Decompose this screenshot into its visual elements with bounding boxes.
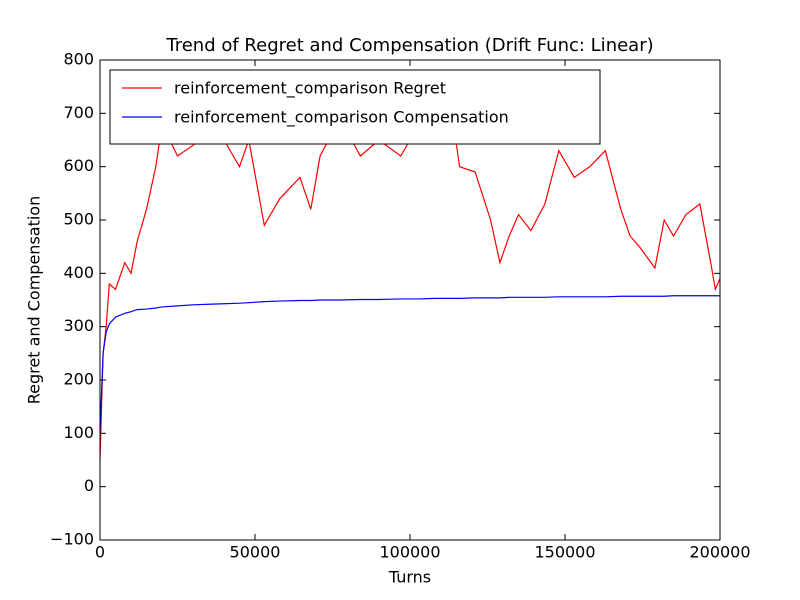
data-line	[100, 101, 720, 461]
y-axis-label: Regret and Compensation	[25, 196, 44, 405]
y-tick-label: 200	[63, 370, 94, 389]
x-tick-label: 150000	[534, 543, 595, 562]
y-tick-label: 100	[63, 423, 94, 442]
y-tick-label: 500	[63, 210, 94, 229]
y-tick-label: −100	[50, 530, 94, 549]
x-tick-label: 200000	[689, 543, 750, 562]
y-tick-label: 800	[63, 50, 94, 69]
x-tick-label: 100000	[379, 543, 440, 562]
data-line	[100, 295, 720, 434]
x-tick-label: 50000	[230, 543, 281, 562]
legend-label: reinforcement_comparison Regret	[174, 79, 446, 99]
legend-label: reinforcement_comparison Compensation	[174, 108, 509, 128]
x-tick-label: 0	[95, 543, 105, 562]
y-tick-label: 700	[63, 103, 94, 122]
chart-title: Trend of Regret and Compensation (Drift …	[165, 35, 653, 56]
y-tick-label: 400	[63, 263, 94, 282]
y-tick-label: 600	[63, 156, 94, 175]
y-tick-label: 0	[84, 476, 94, 495]
x-axis-label: Turns	[388, 568, 431, 587]
legend-box	[109, 69, 601, 145]
y-tick-label: 300	[63, 316, 94, 335]
